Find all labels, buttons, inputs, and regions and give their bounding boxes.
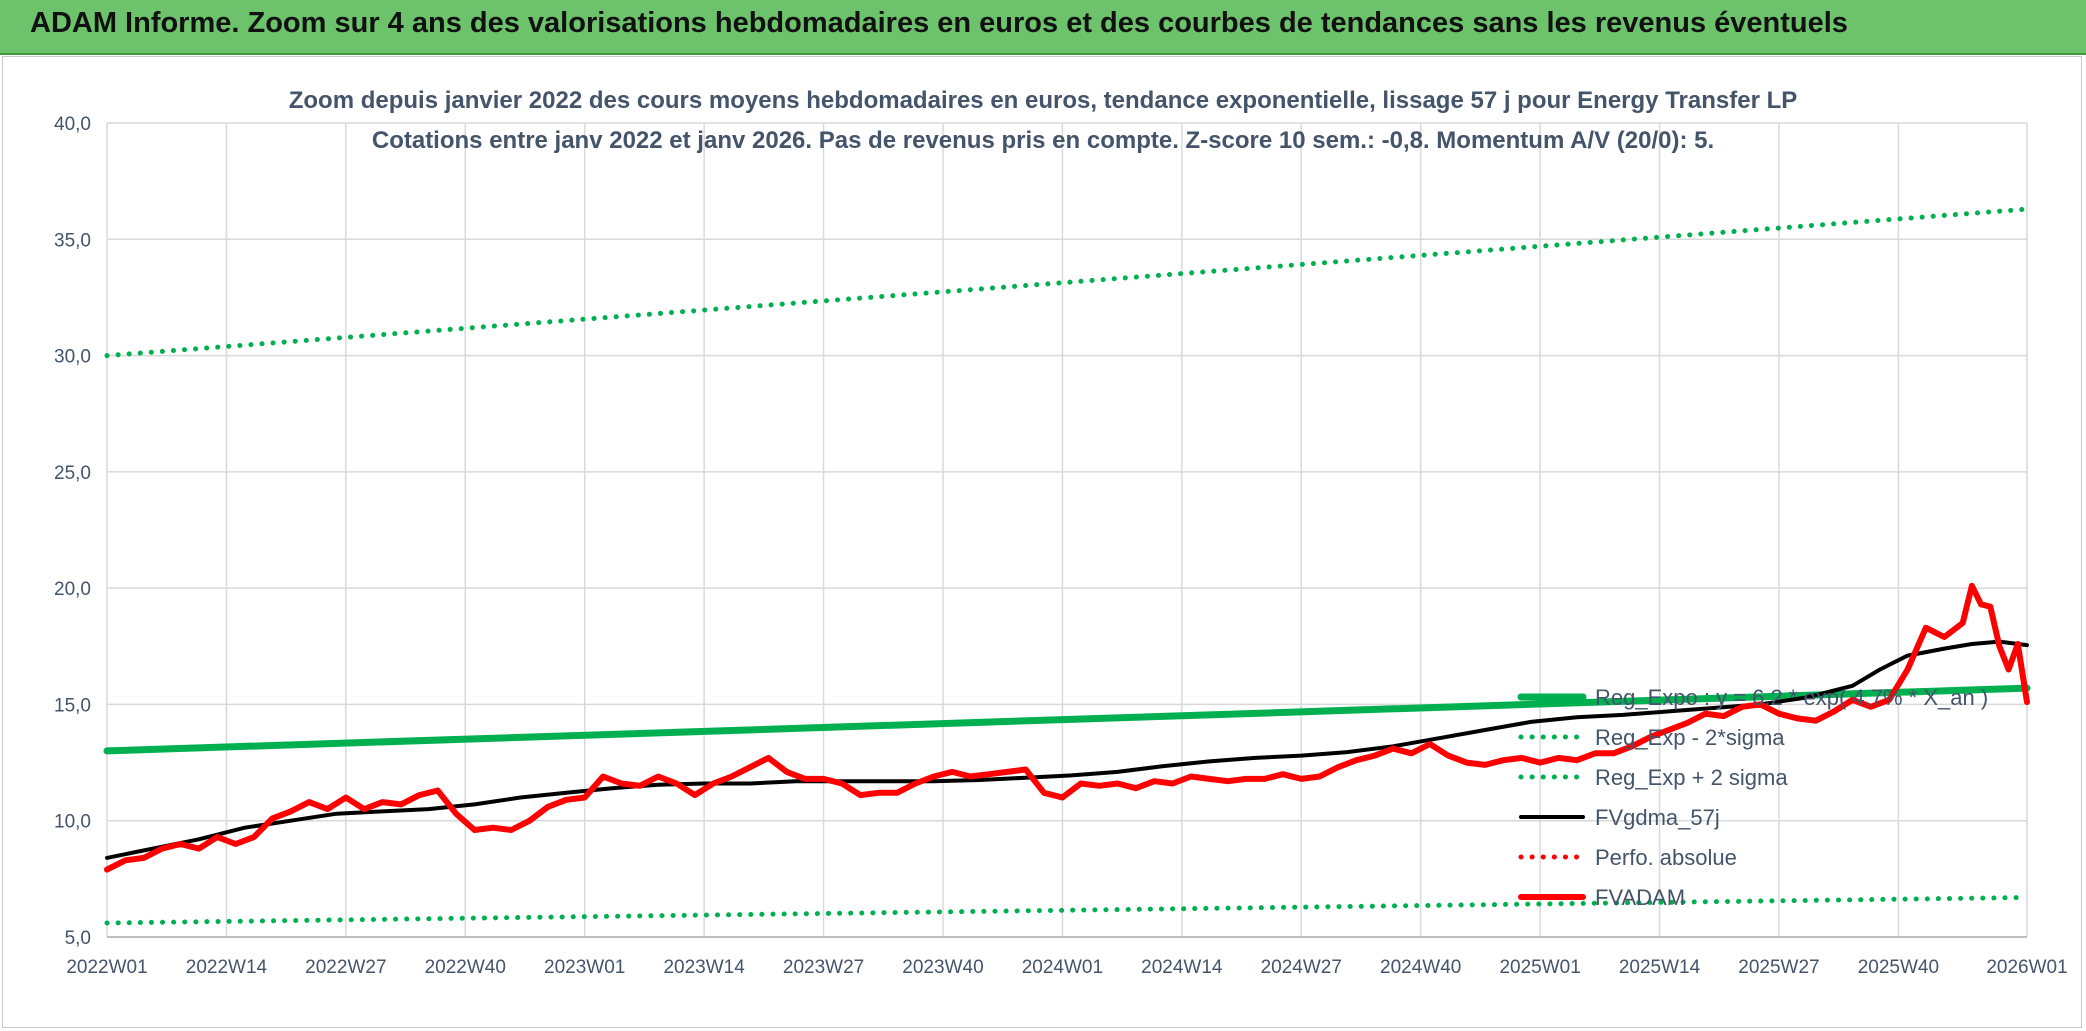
legend-label-0: Reg_Expo : y = 6,2 * exp( 4,7% * X_an ) [1595,685,1988,710]
y-tick-label: 20,0 [54,579,91,600]
legend-label-4: Perfo. absolue [1595,845,1737,870]
legend-label-1: Reg_Exp - 2*sigma [1595,725,1785,750]
x-tick-label: 2025W40 [1858,957,1939,978]
y-tick-label: 25,0 [54,463,91,484]
y-tick-label: 15,0 [54,695,91,716]
legend-label-3: FVgdma_57j [1595,805,1720,830]
chart-legend: Reg_Expo : y = 6,2 * exp( 4,7% * X_an ) R… [1517,685,1988,910]
chart-series [103,206,2031,926]
x-tick-label: 2022W27 [305,957,386,978]
x-tick-label: 2024W01 [1022,957,1103,978]
x-tick-label: 2025W27 [1738,957,1819,978]
legend-label-5: FVADAM [1595,885,1685,910]
x-tick-label: 2023W14 [663,957,745,978]
line-chart: 2022W01 2022W14 2022W27 2022W40 2023W01 2023W… [54,87,2068,978]
x-tick-label: 2023W01 [544,957,625,978]
series-line-2 [104,206,2030,359]
chart-frame: 2022W01 2022W14 2022W27 2022W40 2023W01 2023W… [2,56,2082,1028]
report-title: ADAM Informe. Zoom sur 4 ans des valoris… [30,7,1848,39]
series-line-0 [103,684,2031,755]
x-tick-label: 2023W27 [783,957,864,978]
chart-subtitle: Cotations entre janv 2022 et janv 2026. … [372,127,1714,154]
x-tick-label: 2022W01 [66,957,147,978]
x-tick-label: 2024W40 [1380,957,1461,978]
x-tick-label: 2026W01 [1986,957,2067,978]
y-tick-label: 5,0 [65,928,91,949]
y-axis-ticks: 5,0 10,0 15,0 20,0 25,0 30,0 35,0 40,0 [54,114,91,949]
series-line-1 [104,895,2030,926]
x-tick-label: 2024W14 [1141,957,1223,978]
chart-grid [106,122,2028,938]
y-tick-label: 35,0 [54,230,91,251]
report-banner: ADAM Informe. Zoom sur 4 ans des valoris… [0,0,2086,55]
x-tick-label: 2022W40 [425,957,506,978]
y-tick-label: 40,0 [54,114,91,135]
series-line-3 [105,639,2029,860]
y-tick-label: 30,0 [54,347,91,368]
chart-titles: Zoom depuis janvier 2022 des cours moyen… [289,87,1798,154]
x-tick-label: 2023W40 [902,957,983,978]
x-tick-label: 2022W14 [186,957,268,978]
chart-title: Zoom depuis janvier 2022 des cours moyen… [289,87,1798,114]
x-tick-label: 2024W27 [1261,957,1342,978]
series-line-5 [104,582,2030,873]
x-axis-ticks: 2022W01 2022W14 2022W27 2022W40 2023W01 2023W… [66,957,2067,978]
legend-label-2: Reg_Exp + 2 sigma [1595,765,1788,790]
x-tick-label: 2025W01 [1499,957,1580,978]
x-tick-label: 2025W14 [1619,957,1701,978]
y-tick-label: 10,0 [54,812,91,833]
